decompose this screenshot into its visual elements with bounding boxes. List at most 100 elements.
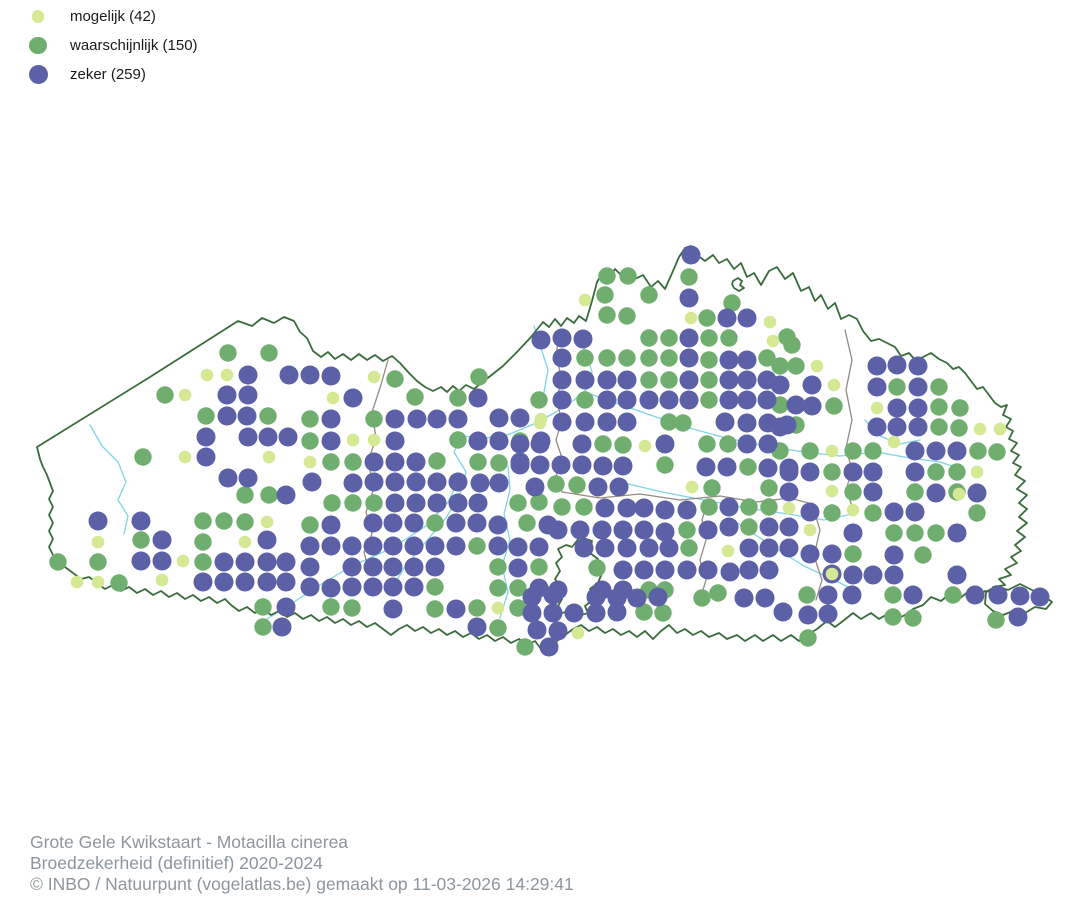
map-dot-zeker — [276, 552, 296, 572]
map-dot-zeker — [131, 511, 151, 531]
legend-item-waarschijnlijk[interactable]: waarschijnlijk (150) — [28, 31, 198, 60]
map-dot-zeker — [947, 565, 967, 585]
map-dot-zeker — [679, 370, 699, 390]
map-dot-mogelijk — [825, 484, 839, 498]
map-dot-mogelijk — [993, 422, 1007, 436]
map-dot-mogelijk — [782, 501, 796, 515]
map-dot-waarschijnlijk — [468, 599, 486, 617]
map-dot-mogelijk — [803, 523, 817, 537]
map-dot-zeker — [770, 417, 790, 437]
river-line — [89, 424, 129, 535]
map-dot-waarschijnlijk — [509, 599, 527, 617]
map-dot-zeker — [238, 468, 258, 488]
map-dot-zeker — [279, 365, 299, 385]
map-dot-zeker — [448, 493, 468, 513]
map-dot-waarschijnlijk — [635, 603, 653, 621]
map-dot-zeker — [818, 585, 838, 605]
map-dot-zeker — [552, 390, 572, 410]
map-dot-zeker — [510, 434, 530, 454]
map-dot-zeker — [1008, 607, 1028, 627]
map-dot-waarschijnlijk — [489, 579, 507, 597]
map-dot-mogelijk — [952, 487, 966, 501]
map-dot-waarschijnlijk — [944, 586, 962, 604]
map-dot-waarschijnlijk — [640, 329, 658, 347]
map-dot-zeker — [613, 560, 633, 580]
map-dot-zeker — [446, 599, 466, 619]
map-dot-zeker — [1030, 587, 1050, 607]
map-dot-zeker — [342, 577, 362, 597]
map-dot-waarschijnlijk — [619, 267, 637, 285]
map-dot-waarschijnlijk — [594, 435, 612, 453]
map-dot-waarschijnlijk — [428, 452, 446, 470]
map-dot-zeker — [717, 457, 737, 477]
map-legend: mogelijk (42) waarschijnlijk (150) zeker (… — [28, 2, 198, 89]
map-dot-waarschijnlijk — [693, 589, 711, 607]
map-dot-mogelijk — [973, 422, 987, 436]
map-dot-zeker — [842, 585, 862, 605]
map-dot-zeker — [406, 472, 426, 492]
map-dot-zeker — [798, 605, 818, 625]
map-dot-zeker — [659, 538, 679, 558]
map-dot-waarschijnlijk — [530, 558, 548, 576]
map-dot-zeker — [719, 517, 739, 537]
map-dot-waarschijnlijk — [950, 419, 968, 437]
map-dot-zeker — [800, 544, 820, 564]
map-dot-zeker — [607, 588, 627, 608]
map-dot-waarschijnlijk — [614, 436, 632, 454]
map-dot-waarschijnlijk — [700, 391, 718, 409]
map-dot-zeker — [679, 348, 699, 368]
map-dot-zeker — [779, 517, 799, 537]
map-dot-waarschijnlijk — [660, 371, 678, 389]
map-dot-zeker — [217, 406, 237, 426]
map-dot-mogelijk — [887, 435, 901, 449]
map-dot-zeker — [152, 530, 172, 550]
map-dot-waarschijnlijk — [930, 418, 948, 436]
map-dot-zeker — [383, 599, 403, 619]
map-dot-waarschijnlijk — [660, 329, 678, 347]
map-dot-zeker — [659, 390, 679, 410]
map-dot-zeker — [531, 330, 551, 350]
map-dot-zeker — [588, 477, 608, 497]
map-dot-waarschijnlijk — [509, 494, 527, 512]
legend-item-zeker[interactable]: zeker (259) — [28, 60, 198, 89]
map-dot-zeker — [759, 517, 779, 537]
map-dot-zeker — [586, 587, 606, 607]
map-dot-zeker — [758, 434, 778, 454]
map-dot-zeker — [342, 536, 362, 556]
map-dot-zeker — [759, 560, 779, 580]
map-dot-zeker — [276, 597, 296, 617]
map-dot-zeker — [508, 558, 528, 578]
map-dot-waarschijnlijk — [720, 329, 738, 347]
map-dot-zeker — [257, 552, 277, 572]
map-dot-waarschijnlijk — [760, 479, 778, 497]
map-dot-mogelijk — [825, 444, 839, 458]
map-dot-zeker — [737, 413, 757, 433]
legend-label: mogelijk (42) — [69, 8, 156, 25]
map-dot-waarschijnlijk — [825, 397, 843, 415]
map-dot-mogelijk — [178, 388, 192, 402]
map-dot-zeker — [321, 578, 341, 598]
map-dot-zeker — [363, 557, 383, 577]
map-caption: Grote Gele Kwikstaart - Motacilla cinere… — [30, 832, 574, 895]
map-dot-waarschijnlijk — [799, 629, 817, 647]
map-dot-zeker — [867, 417, 887, 437]
map-dot-waarschijnlijk — [516, 638, 534, 656]
map-dot-zeker — [634, 498, 654, 518]
map-dot-mogelijk — [846, 503, 860, 517]
map-dot-waarschijnlijk — [598, 349, 616, 367]
legend-item-mogelijk[interactable]: mogelijk (42) — [28, 2, 198, 31]
map-dot-zeker — [627, 588, 647, 608]
map-dot-zeker — [739, 538, 759, 558]
map-dot-zeker — [822, 544, 842, 564]
map-dot-zeker — [681, 245, 701, 265]
map-dot-waarschijnlijk — [301, 432, 319, 450]
map-dot-waarschijnlijk — [698, 435, 716, 453]
map-dot-mogelijk — [491, 601, 505, 615]
map-dot-waarschijnlijk — [301, 410, 319, 428]
map-dot-zeker — [342, 557, 362, 577]
map-dot-waarschijnlijk — [588, 559, 606, 577]
map-dot-waarschijnlijk — [89, 553, 107, 571]
map-dot-zeker — [406, 452, 426, 472]
map-dot-waarschijnlijk — [719, 435, 737, 453]
map-dot-waarschijnlijk — [969, 442, 987, 460]
